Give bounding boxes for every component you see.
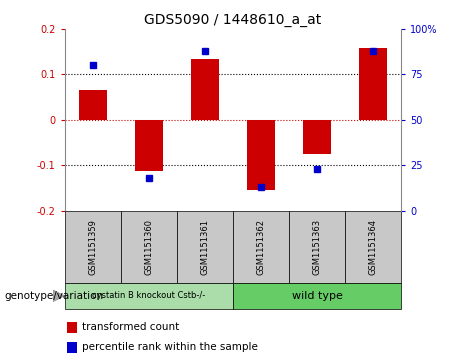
Bar [78,90,106,120]
Text: genotype/variation: genotype/variation [5,291,104,301]
Title: GDS5090 / 1448610_a_at: GDS5090 / 1448610_a_at [144,13,321,26]
Text: GSM1151361: GSM1151361 [200,219,209,275]
Text: GSM1151363: GSM1151363 [313,219,321,275]
Text: GSM1151359: GSM1151359 [88,219,97,275]
Polygon shape [53,290,65,302]
Bar [177,211,233,283]
Text: GSM1151362: GSM1151362 [256,219,266,275]
Bar [65,283,233,309]
Text: percentile rank within the sample: percentile rank within the sample [82,342,258,352]
Bar [289,211,345,283]
Bar [247,120,275,190]
Text: GSM1151364: GSM1151364 [368,219,378,275]
Text: GSM1151360: GSM1151360 [144,219,153,275]
Bar [135,120,163,171]
Bar [345,211,401,283]
Bar [303,120,331,154]
Bar [233,211,289,283]
Text: wild type: wild type [291,291,343,301]
Text: cystatin B knockout Cstb-/-: cystatin B knockout Cstb-/- [92,291,205,300]
Bar [121,211,177,283]
Bar [65,211,121,283]
Bar [233,283,401,309]
Bar [191,58,219,120]
Text: transformed count: transformed count [82,322,179,333]
Bar [359,48,387,120]
